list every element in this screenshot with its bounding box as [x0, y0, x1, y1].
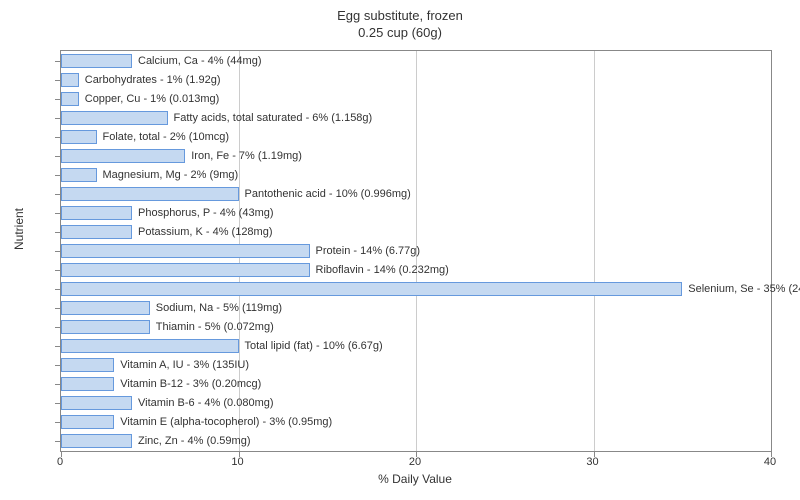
bar-label: Total lipid (fat) - 10% (6.67g): [245, 339, 383, 353]
title-line-2: 0.25 cup (60g): [358, 25, 442, 40]
y-tick: [55, 251, 61, 252]
bar: [61, 434, 132, 448]
y-axis-label: Nutrient: [12, 208, 26, 250]
title-line-1: Egg substitute, frozen: [337, 8, 463, 23]
y-tick: [55, 80, 61, 81]
y-tick: [55, 118, 61, 119]
plot-area: Calcium, Ca - 4% (44mg) Carbohydrates - 1…: [60, 50, 772, 452]
bar-label: Thiamin - 5% (0.072mg): [156, 320, 274, 334]
bar-label: Phosphorus, P - 4% (43mg): [138, 206, 274, 220]
bar-label: Iron, Fe - 7% (1.19mg): [191, 149, 302, 163]
bar-label: Vitamin B-12 - 3% (0.20mcg): [120, 377, 261, 391]
y-tick: [55, 422, 61, 423]
y-tick: [55, 175, 61, 176]
y-tick: [55, 61, 61, 62]
bar: [61, 168, 97, 182]
bar: [61, 320, 150, 334]
bar-label: Selenium, Se - 35% (24.8mcg): [688, 282, 800, 296]
bar-label: Zinc, Zn - 4% (0.59mg): [138, 434, 250, 448]
y-tick: [55, 308, 61, 309]
bar: [61, 130, 97, 144]
bar: [61, 282, 682, 296]
bar: [61, 54, 132, 68]
chart-title: Egg substitute, frozen 0.25 cup (60g): [0, 0, 800, 42]
bar-label: Carbohydrates - 1% (1.92g): [85, 73, 221, 87]
y-tick: [55, 365, 61, 366]
bar: [61, 263, 310, 277]
y-tick: [55, 156, 61, 157]
x-tick-label: 0: [57, 456, 63, 468]
y-tick: [55, 194, 61, 195]
bar-label: Vitamin E (alpha-tocopherol) - 3% (0.95m…: [120, 415, 332, 429]
y-tick: [55, 270, 61, 271]
bar: [61, 415, 114, 429]
y-tick: [55, 441, 61, 442]
x-axis-label: % Daily Value: [60, 472, 770, 486]
y-tick: [55, 289, 61, 290]
bar: [61, 111, 168, 125]
bar-label: Protein - 14% (6.77g): [316, 244, 421, 258]
bar-label: Pantothenic acid - 10% (0.996mg): [245, 187, 411, 201]
y-tick: [55, 213, 61, 214]
bar-label: Riboflavin - 14% (0.232mg): [316, 263, 449, 277]
bar: [61, 339, 239, 353]
bar-label: Vitamin B-6 - 4% (0.080mg): [138, 396, 274, 410]
bar: [61, 225, 132, 239]
bar: [61, 73, 79, 87]
bar-label: Folate, total - 2% (10mcg): [103, 130, 230, 144]
bar-label: Potassium, K - 4% (128mg): [138, 225, 273, 239]
y-tick: [55, 232, 61, 233]
x-tick-label: 20: [409, 456, 421, 468]
y-tick: [55, 384, 61, 385]
bar: [61, 206, 132, 220]
bar: [61, 377, 114, 391]
y-tick: [55, 346, 61, 347]
bar-label: Sodium, Na - 5% (119mg): [156, 301, 282, 315]
bar-label: Fatty acids, total saturated - 6% (1.158…: [174, 111, 373, 125]
x-tick-label: 30: [586, 456, 598, 468]
bar: [61, 187, 239, 201]
bar-label: Copper, Cu - 1% (0.013mg): [85, 92, 220, 106]
y-tick: [55, 137, 61, 138]
y-tick: [55, 327, 61, 328]
bar-label: Magnesium, Mg - 2% (9mg): [103, 168, 239, 182]
bar: [61, 301, 150, 315]
bar: [61, 396, 132, 410]
bar: [61, 149, 185, 163]
bar: [61, 358, 114, 372]
y-tick: [55, 99, 61, 100]
bar-label: Vitamin A, IU - 3% (135IU): [120, 358, 249, 372]
bar: [61, 244, 310, 258]
chart-container: Egg substitute, frozen 0.25 cup (60g) Nu…: [0, 0, 800, 500]
y-tick: [55, 403, 61, 404]
bar-label: Calcium, Ca - 4% (44mg): [138, 54, 261, 68]
x-tick-label: 10: [231, 456, 243, 468]
x-tick-label: 40: [764, 456, 776, 468]
bar: [61, 92, 79, 106]
gridline: [594, 51, 595, 451]
